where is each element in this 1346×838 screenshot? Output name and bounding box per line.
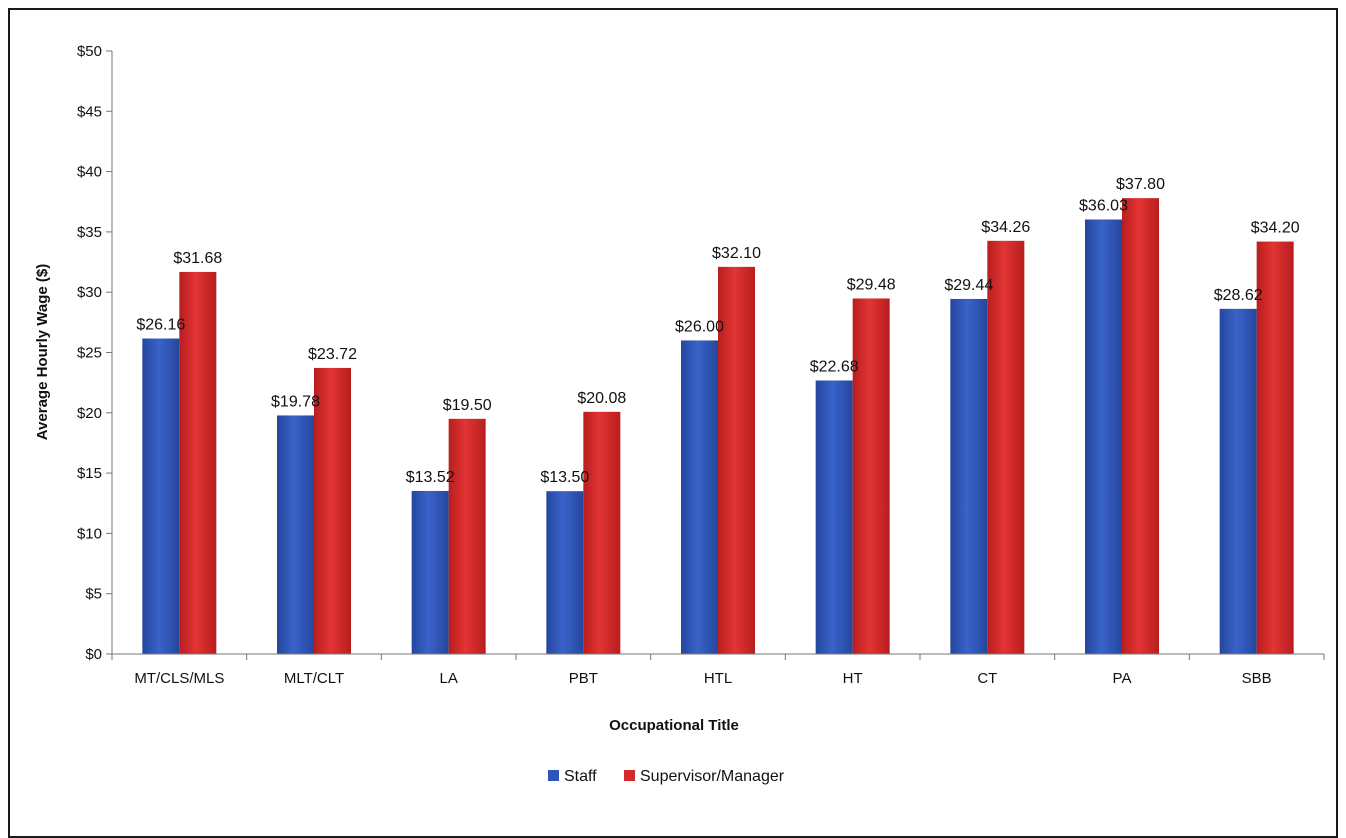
y-tick-label: $45 bbox=[77, 103, 102, 120]
data-label: $31.68 bbox=[173, 250, 222, 267]
x-tick-label: HTL bbox=[704, 670, 732, 687]
y-tick-label: $40 bbox=[77, 164, 102, 181]
x-tick-label: MLT/CLT bbox=[284, 670, 344, 687]
x-axis-title: Occupational Title bbox=[609, 717, 739, 734]
legend-swatch bbox=[624, 770, 635, 781]
bar-supervisor-manager bbox=[179, 271, 217, 654]
bar-supervisor-manager bbox=[1122, 198, 1159, 654]
data-label: $13.52 bbox=[406, 469, 455, 486]
bar-staff bbox=[950, 298, 988, 654]
data-label: $28.62 bbox=[1214, 287, 1263, 304]
bar-staff bbox=[142, 338, 180, 654]
bar-supervisor-manager bbox=[1256, 241, 1294, 654]
bar-staff bbox=[1219, 308, 1257, 654]
bar-staff bbox=[546, 491, 584, 654]
bar-supervisor-manager bbox=[583, 411, 621, 654]
data-label: $29.44 bbox=[944, 277, 993, 294]
y-tick-label: $25 bbox=[77, 345, 102, 362]
data-label: $29.48 bbox=[847, 276, 896, 293]
y-axis-ticks: $0 $5 $10 $15 $20 $25 $30 $35 $40 $45 $50 bbox=[77, 43, 112, 663]
data-label: $13.50 bbox=[540, 469, 589, 486]
data-label: $32.10 bbox=[712, 245, 761, 262]
bar-chart: $0 $5 $10 $15 $20 $25 $30 $35 $40 $45 $50 MT/CLS/M… bbox=[34, 43, 1325, 785]
data-labels: $26.16 $31.68 $19.78 $23.72 $13.52 $19.50 $13.… bbox=[136, 176, 1299, 486]
y-tick-label: $30 bbox=[77, 284, 102, 301]
data-label: $23.72 bbox=[308, 346, 357, 363]
x-tick-label: PBT bbox=[569, 670, 598, 687]
bar-staff bbox=[277, 415, 314, 654]
bar-supervisor-manager bbox=[448, 418, 486, 654]
data-label: $19.78 bbox=[271, 393, 320, 410]
y-tick-label: $50 bbox=[77, 43, 102, 60]
data-label: $20.08 bbox=[577, 390, 626, 407]
x-tick-label: SBB bbox=[1242, 670, 1272, 687]
data-label: $26.00 bbox=[675, 318, 724, 335]
y-tick-label: $35 bbox=[77, 224, 102, 241]
y-tick-label: $15 bbox=[77, 465, 102, 482]
bar-staff bbox=[815, 380, 853, 654]
y-tick-label: $5 bbox=[85, 586, 102, 603]
bar-supervisor-manager bbox=[314, 367, 351, 654]
bars-group bbox=[142, 198, 1294, 654]
data-label: $34.26 bbox=[981, 219, 1030, 236]
legend-label: Staff bbox=[564, 768, 597, 785]
y-tick-label: $20 bbox=[77, 405, 102, 422]
data-label: $26.16 bbox=[136, 317, 185, 334]
y-tick-label: $10 bbox=[77, 525, 102, 542]
y-tick-label: $0 bbox=[85, 646, 102, 663]
legend-swatch bbox=[548, 770, 559, 781]
data-label: $19.50 bbox=[443, 397, 492, 414]
data-label: $36.03 bbox=[1079, 197, 1128, 214]
bar-staff bbox=[411, 490, 449, 654]
data-label: $22.68 bbox=[810, 358, 859, 375]
x-axis-tick-labels: MT/CLS/MLS MLT/CLT LA PBT HTL HT CT PA SBB bbox=[134, 670, 1271, 687]
bar-supervisor-manager bbox=[718, 266, 755, 654]
x-tick-label: HT bbox=[843, 670, 863, 687]
legend: Staff Supervisor/Manager bbox=[548, 768, 785, 785]
data-label: $37.80 bbox=[1116, 176, 1165, 193]
bar-staff bbox=[1085, 219, 1122, 654]
data-label: $34.20 bbox=[1251, 220, 1300, 237]
legend-label: Supervisor/Manager bbox=[640, 768, 785, 785]
y-axis-title: Average Hourly Wage ($) bbox=[34, 264, 51, 440]
axes bbox=[111, 51, 1325, 660]
x-tick-label: LA bbox=[439, 670, 457, 687]
x-tick-label: MT/CLS/MLS bbox=[134, 670, 224, 687]
bar-supervisor-manager bbox=[852, 298, 890, 654]
x-tick-label: CT bbox=[977, 670, 997, 687]
x-tick-label: PA bbox=[1113, 670, 1132, 687]
bar-staff bbox=[681, 340, 718, 654]
bar-supervisor-manager bbox=[987, 240, 1025, 654]
